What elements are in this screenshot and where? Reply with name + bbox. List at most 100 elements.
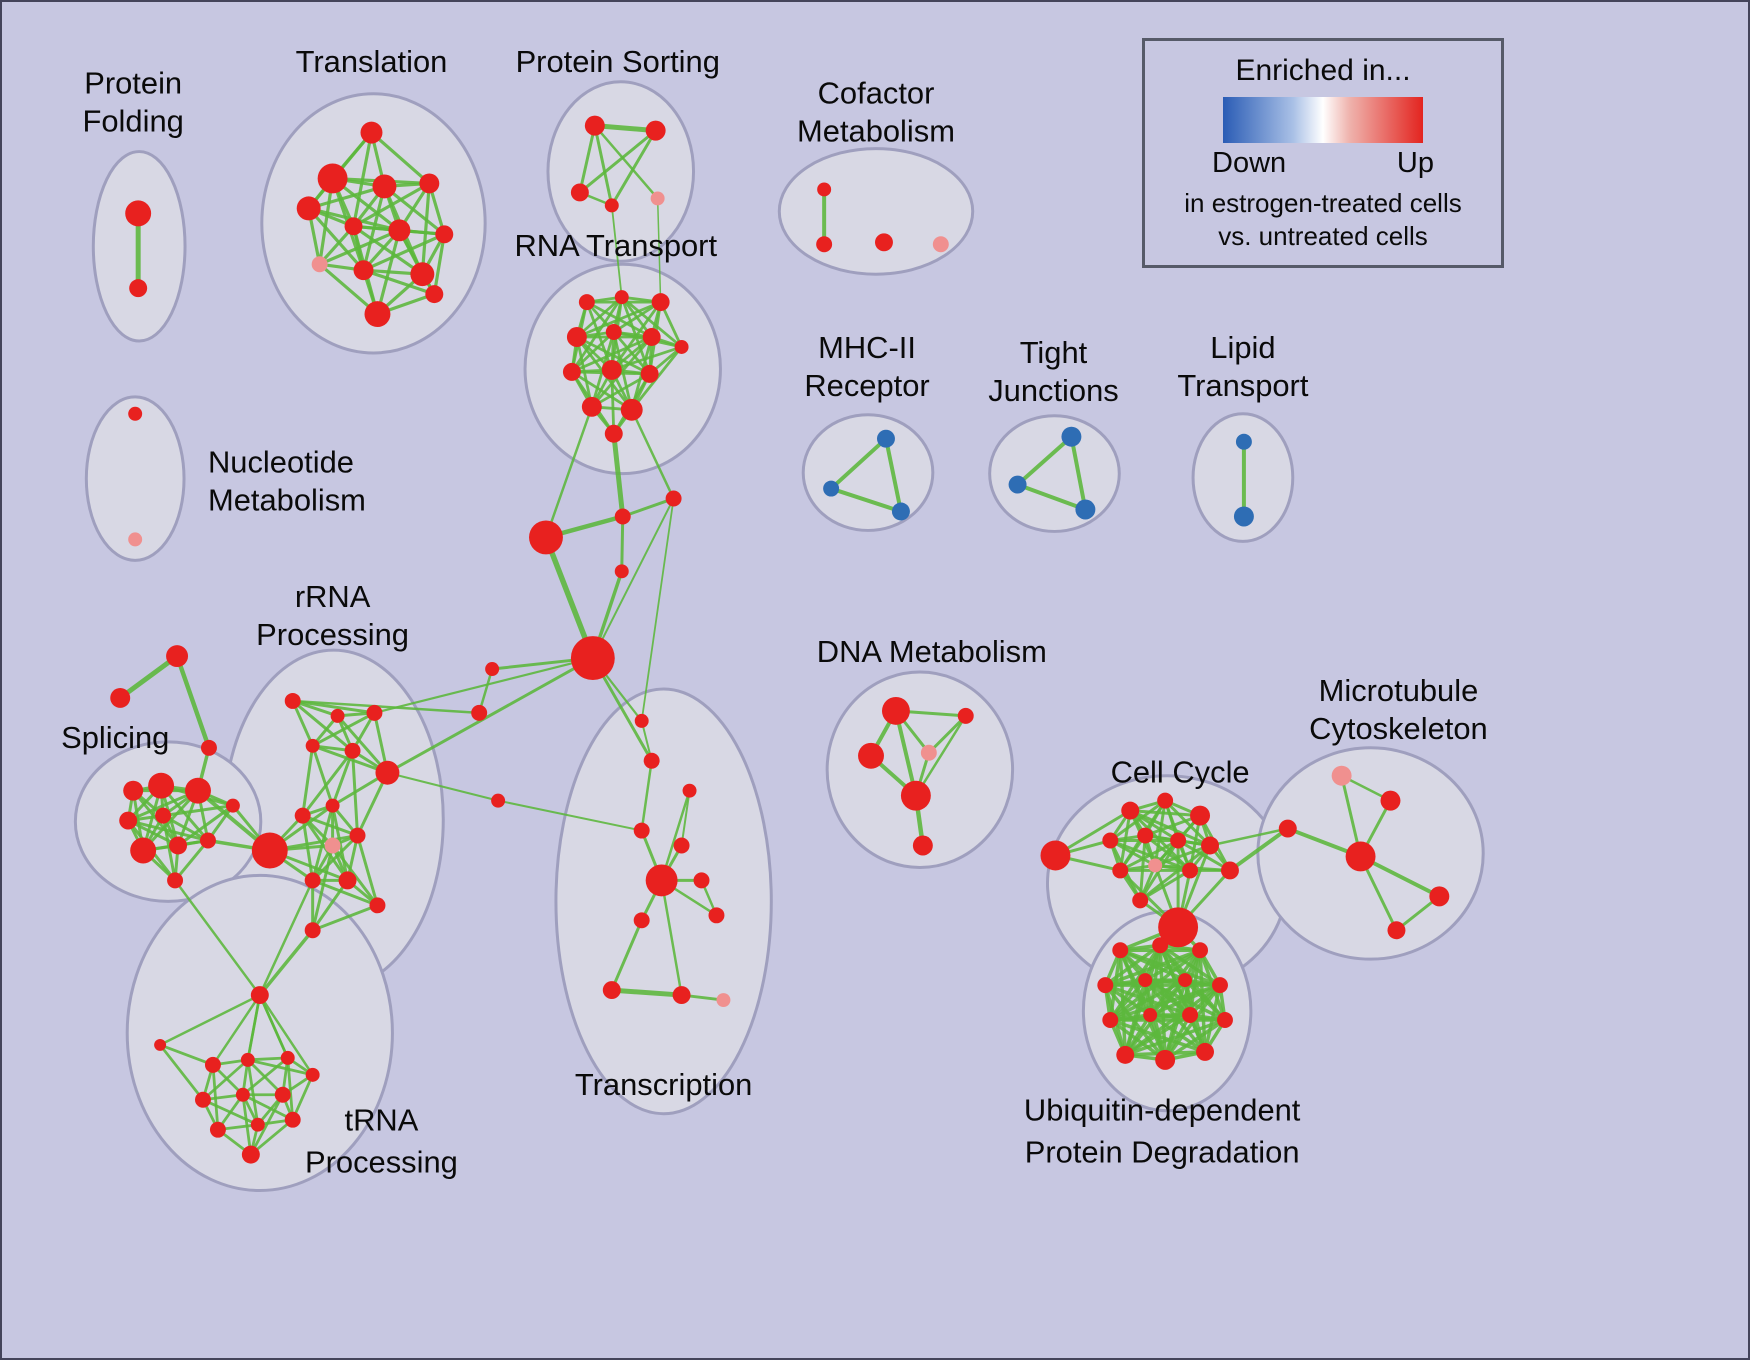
edge xyxy=(1227,826,1290,873)
node xyxy=(251,832,288,869)
node xyxy=(1220,861,1239,880)
legend-title: Enriched in... xyxy=(1235,54,1411,87)
node xyxy=(1170,832,1187,849)
node xyxy=(620,398,643,421)
edge xyxy=(1103,943,1162,987)
edge xyxy=(161,814,210,843)
node xyxy=(128,406,143,421)
node xyxy=(1182,1007,1199,1023)
node xyxy=(311,256,328,273)
node xyxy=(250,986,269,1005)
edge xyxy=(291,1073,315,1122)
edge xyxy=(369,131,431,186)
cluster-label-trna_processing: tRNA xyxy=(345,1103,419,1138)
node xyxy=(875,233,893,252)
edge xyxy=(382,184,446,236)
edge xyxy=(291,699,355,753)
edge xyxy=(361,268,436,296)
edge xyxy=(117,653,180,701)
node xyxy=(604,424,623,443)
edge xyxy=(593,124,614,207)
edge xyxy=(361,232,446,272)
node xyxy=(155,807,172,824)
node xyxy=(672,986,691,1005)
node xyxy=(1212,977,1228,994)
edge xyxy=(386,771,500,802)
edge xyxy=(829,436,888,491)
legend-gradient-bar xyxy=(1223,97,1423,143)
edge xyxy=(331,844,379,907)
edge xyxy=(307,206,366,272)
node xyxy=(1196,1042,1214,1061)
cluster-label-protein_folding: Folding xyxy=(83,104,184,139)
edge xyxy=(307,184,387,210)
node xyxy=(1182,862,1199,879)
node xyxy=(375,760,400,785)
node xyxy=(645,120,666,141)
edge xyxy=(1103,948,1202,987)
node xyxy=(584,115,605,136)
edge xyxy=(351,181,431,228)
edge xyxy=(241,1056,290,1097)
edge xyxy=(883,436,903,514)
node xyxy=(673,837,690,854)
node xyxy=(1178,973,1193,988)
node xyxy=(435,225,454,244)
edge xyxy=(1128,809,1202,818)
edge xyxy=(311,711,376,748)
node xyxy=(274,1086,291,1103)
cluster-label-ubiquitin_degradation: Protein Degradation xyxy=(1025,1135,1300,1170)
edge xyxy=(258,879,314,997)
edge xyxy=(246,993,262,1062)
edge xyxy=(610,129,658,207)
node xyxy=(633,822,650,839)
node xyxy=(1235,433,1252,450)
node xyxy=(305,738,320,753)
node xyxy=(920,744,937,761)
cluster-ellipse-mhc_ii_receptor xyxy=(801,413,935,532)
node xyxy=(682,783,697,798)
edge xyxy=(1148,983,1222,1017)
node xyxy=(642,328,661,346)
node xyxy=(204,1056,221,1073)
node xyxy=(650,191,665,206)
edge xyxy=(1108,978,1147,1022)
node xyxy=(1121,801,1140,820)
node xyxy=(1137,827,1154,844)
node xyxy=(284,1111,301,1128)
edge xyxy=(656,197,662,303)
node xyxy=(199,832,216,849)
edge xyxy=(680,789,691,847)
cluster-label-mhc_ii_receptor: MHC-II xyxy=(818,330,916,365)
node xyxy=(932,236,949,253)
node xyxy=(1380,790,1401,811)
edge xyxy=(1108,983,1222,1022)
cluster-label-dna_metabolism: DNA Metabolism xyxy=(817,634,1047,669)
node xyxy=(1278,819,1297,838)
node xyxy=(1345,841,1376,872)
legend-caption-line2: vs. untreated cells xyxy=(1218,221,1428,251)
edge xyxy=(311,844,335,932)
node xyxy=(344,742,361,759)
node xyxy=(602,981,621,1000)
node xyxy=(425,285,444,304)
node xyxy=(491,793,506,808)
edge xyxy=(593,124,659,200)
node xyxy=(566,327,587,347)
cluster-label-cofactor_metabolism: Metabolism xyxy=(797,114,955,149)
node xyxy=(1116,1045,1135,1064)
node xyxy=(858,742,884,769)
node xyxy=(605,324,622,341)
node xyxy=(614,564,629,579)
edge xyxy=(311,878,379,907)
node xyxy=(280,1050,295,1065)
node xyxy=(166,645,189,668)
node xyxy=(716,993,731,1008)
node xyxy=(643,752,660,769)
node xyxy=(1201,836,1219,855)
edge xyxy=(158,1043,215,1067)
edge xyxy=(612,300,663,334)
node xyxy=(1061,426,1082,447)
